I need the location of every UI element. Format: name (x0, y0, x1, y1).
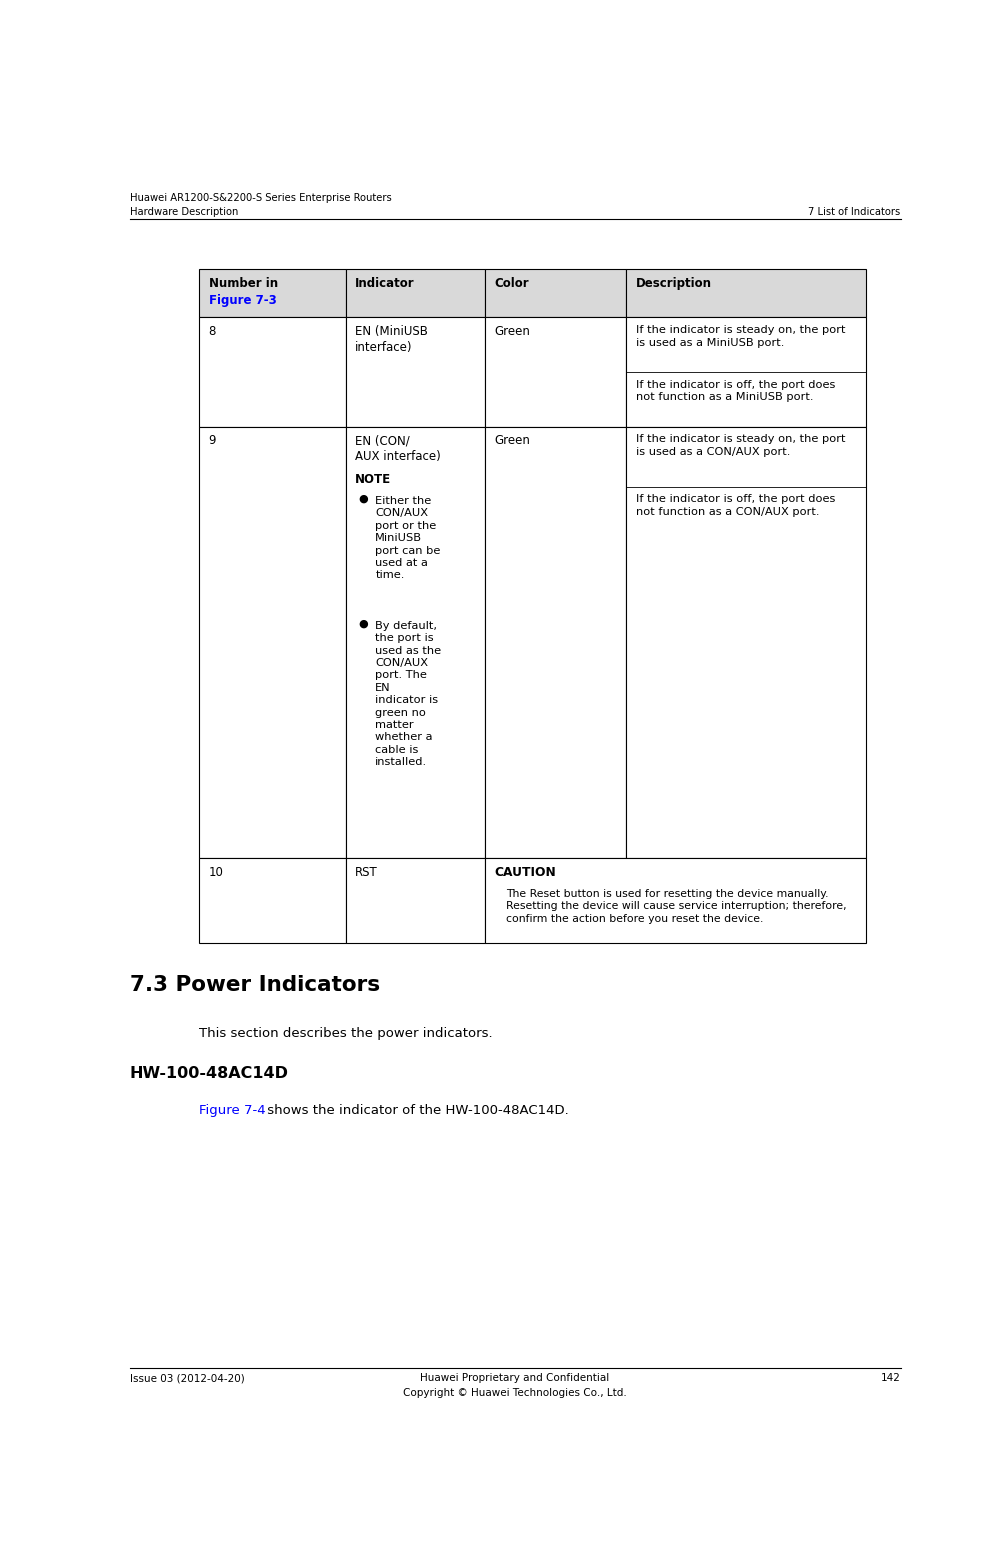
Bar (199, 426, 346, 859)
Text: If the indicator is off, the port does
not function as a MiniUSB port.: If the indicator is off, the port does n… (636, 379, 835, 403)
Bar (346, 426, 485, 859)
Text: 7.3 Power Indicators: 7.3 Power Indicators (130, 975, 380, 995)
Bar (485, 426, 626, 859)
Text: Figure 7-4: Figure 7-4 (199, 1105, 266, 1117)
Bar (346, 270, 485, 318)
Text: RST: RST (355, 865, 378, 879)
Text: 8: 8 (209, 324, 216, 338)
Bar (626, 318, 865, 426)
Text: Green: Green (494, 324, 531, 338)
Bar (485, 859, 865, 943)
Text: Indicator: Indicator (355, 277, 415, 290)
Bar (199, 270, 346, 318)
Text: 9: 9 (209, 434, 216, 448)
Text: 142: 142 (880, 1373, 900, 1384)
Text: By default,
the port is
used as the
CON/AUX
port. The
EN
indicator is
green no
m: By default, the port is used as the CON/… (375, 621, 441, 768)
Text: NOTE: NOTE (355, 473, 391, 486)
Bar (346, 859, 485, 943)
Text: Copyright © Huawei Technologies Co., Ltd.: Copyright © Huawei Technologies Co., Ltd… (403, 1388, 627, 1398)
Bar (199, 318, 346, 426)
Bar (485, 270, 626, 318)
Bar (346, 318, 485, 426)
Text: CAUTION: CAUTION (494, 865, 557, 879)
Text: Green: Green (494, 434, 531, 448)
Text: Huawei Proprietary and Confidential: Huawei Proprietary and Confidential (420, 1373, 610, 1384)
Text: 7 List of Indicators: 7 List of Indicators (808, 207, 900, 216)
Text: Issue 03 (2012-04-20): Issue 03 (2012-04-20) (130, 1373, 244, 1384)
Text: 10: 10 (209, 865, 223, 879)
Text: Figure 7-3: Figure 7-3 (209, 295, 276, 307)
Text: This section describes the power indicators.: This section describes the power indicat… (199, 1028, 492, 1040)
Text: Color: Color (494, 277, 530, 290)
Text: If the indicator is steady on, the port
is used as a MiniUSB port.: If the indicator is steady on, the port … (636, 324, 845, 348)
Text: Description: Description (636, 277, 712, 290)
Bar (626, 270, 865, 318)
Text: HW-100-48AC14D: HW-100-48AC14D (130, 1066, 288, 1081)
Bar (626, 426, 865, 859)
Bar (485, 318, 626, 426)
Text: ●: ● (358, 494, 368, 503)
Text: shows the indicator of the HW-100-48AC14D.: shows the indicator of the HW-100-48AC14… (262, 1105, 569, 1117)
Text: ●: ● (358, 619, 368, 628)
Text: If the indicator is off, the port does
not function as a CON/AUX port.: If the indicator is off, the port does n… (636, 495, 835, 517)
Text: The Reset button is used for resetting the device manually.
Resetting the device: The Reset button is used for resetting t… (507, 888, 847, 923)
Text: Hardware Description: Hardware Description (130, 207, 238, 216)
Text: EN (MiniUSB
interface): EN (MiniUSB interface) (355, 324, 428, 354)
Text: Number in: Number in (209, 277, 277, 290)
Bar (199, 859, 346, 943)
Text: EN (CON/
AUX interface): EN (CON/ AUX interface) (355, 434, 441, 464)
Text: Either the
CON/AUX
port or the
MiniUSB
port can be
used at a
time.: Either the CON/AUX port or the MiniUSB p… (375, 497, 440, 580)
Text: Huawei AR1200-S&2200-S Series Enterprise Routers: Huawei AR1200-S&2200-S Series Enterprise… (130, 193, 391, 204)
Text: If the indicator is steady on, the port
is used as a CON/AUX port.: If the indicator is steady on, the port … (636, 434, 845, 458)
